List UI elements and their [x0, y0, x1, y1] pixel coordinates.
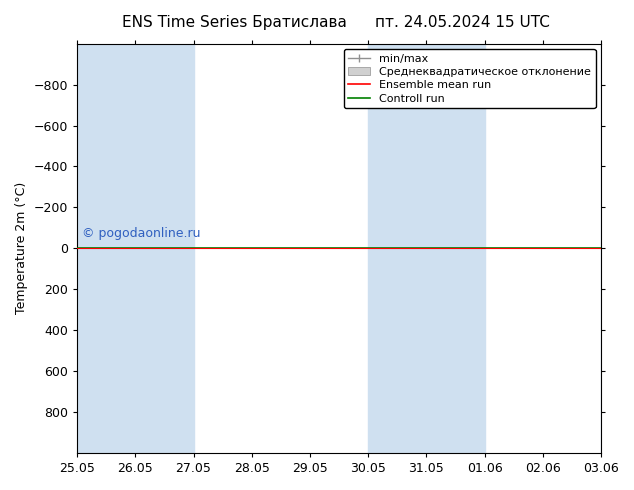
- Text: пт. 24.05.2024 15 UTC: пт. 24.05.2024 15 UTC: [375, 15, 550, 30]
- Bar: [601, 44, 634, 453]
- Bar: [427, 44, 484, 453]
- Y-axis label: Temperature 2m (°C): Temperature 2m (°C): [15, 182, 28, 315]
- Bar: [77, 44, 135, 453]
- Bar: [135, 44, 193, 453]
- Text: ENS Time Series Братислава: ENS Time Series Братислава: [122, 15, 347, 30]
- Legend: min/max, Среднеквадратическое отклонение, Ensemble mean run, Controll run: min/max, Среднеквадратическое отклонение…: [344, 49, 595, 108]
- Bar: [368, 44, 427, 453]
- Text: © pogodaonline.ru: © pogodaonline.ru: [82, 227, 201, 241]
